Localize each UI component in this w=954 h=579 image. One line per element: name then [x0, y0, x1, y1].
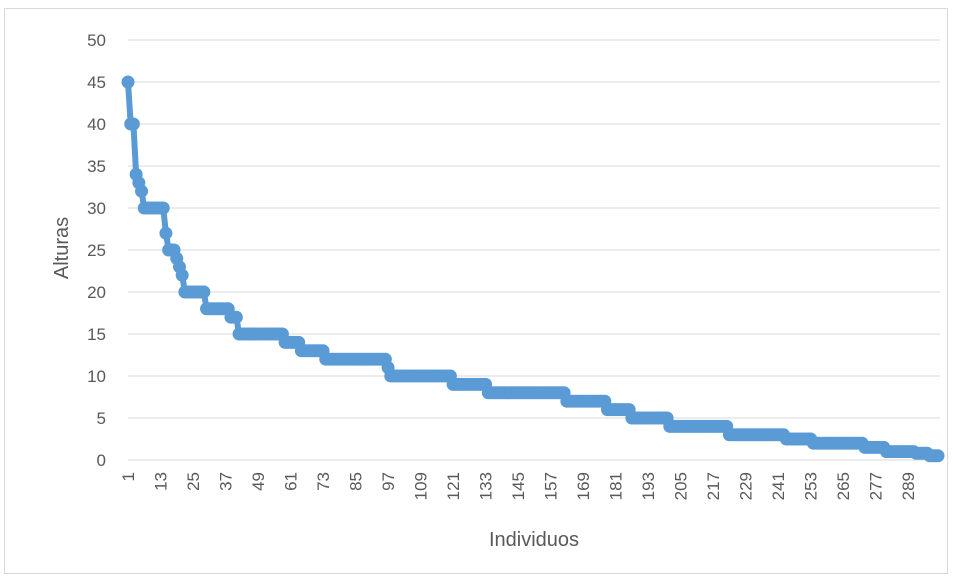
- x-tick-label: 37: [217, 472, 236, 491]
- y-tick-label: 5: [97, 409, 106, 428]
- x-tick-label: 157: [542, 472, 561, 500]
- series-line: [125, 79, 941, 459]
- x-tick-label: 61: [282, 472, 301, 491]
- y-axis-title: Alturas: [51, 217, 73, 279]
- x-tick-label: 133: [477, 472, 496, 500]
- data-point: [229, 310, 243, 324]
- y-tick-label: 20: [87, 283, 106, 302]
- x-tick-label: 253: [802, 472, 821, 500]
- x-tick-label: 181: [607, 472, 626, 500]
- x-tick-label: 265: [834, 472, 853, 500]
- x-tick-label: 241: [769, 472, 788, 500]
- y-tick-label: 40: [87, 115, 106, 134]
- x-tick-label: 1: [119, 472, 138, 481]
- x-tick-label: 109: [412, 472, 431, 500]
- y-tick-label: 35: [87, 157, 106, 176]
- x-tick-labels: 1 13 25 37 49 61 73 85 97 109 121 133 145 157 169 181 19…: [119, 472, 918, 500]
- x-tick-label: 73: [314, 472, 333, 491]
- y-tick-label: 10: [87, 367, 106, 386]
- data-point: [197, 285, 211, 299]
- data-point: [159, 226, 173, 240]
- y-tick-label: 25: [87, 241, 106, 260]
- x-axis-title: Individuos: [489, 529, 579, 551]
- x-tick-label: 277: [867, 472, 886, 500]
- x-tick-label: 229: [737, 472, 756, 500]
- data-point: [121, 75, 135, 89]
- chart-frame: [4, 8, 948, 574]
- x-tick-label: 13: [152, 472, 171, 491]
- x-tick-label: 145: [509, 472, 528, 500]
- data-point: [175, 268, 189, 282]
- x-tick-label: 289: [899, 472, 918, 500]
- y-tick-label: 50: [87, 31, 106, 50]
- y-tick-labels: 0 5 10 15 20 25 30 35 40 45 50: [87, 31, 106, 470]
- data-point: [135, 184, 149, 198]
- y-tick-label: 45: [87, 73, 106, 92]
- data-point: [931, 449, 945, 463]
- y-tick-label: 0: [97, 451, 106, 470]
- y-tick-label: 30: [87, 199, 106, 218]
- x-tick-label: 121: [444, 472, 463, 500]
- x-tick-label: 193: [639, 472, 658, 500]
- data-point: [156, 201, 170, 215]
- x-tick-label: 205: [672, 472, 691, 500]
- y-tick-label: 15: [87, 325, 106, 344]
- series-points: [121, 75, 945, 463]
- data-point: [126, 117, 140, 131]
- x-tick-label: 97: [379, 472, 398, 491]
- x-tick-label: 85: [347, 472, 366, 491]
- x-tick-label: 49: [249, 472, 268, 491]
- x-tick-label: 217: [704, 472, 723, 500]
- gridlines: [128, 39, 940, 461]
- x-tick-label: 25: [184, 472, 203, 491]
- x-tick-label: 169: [574, 472, 593, 500]
